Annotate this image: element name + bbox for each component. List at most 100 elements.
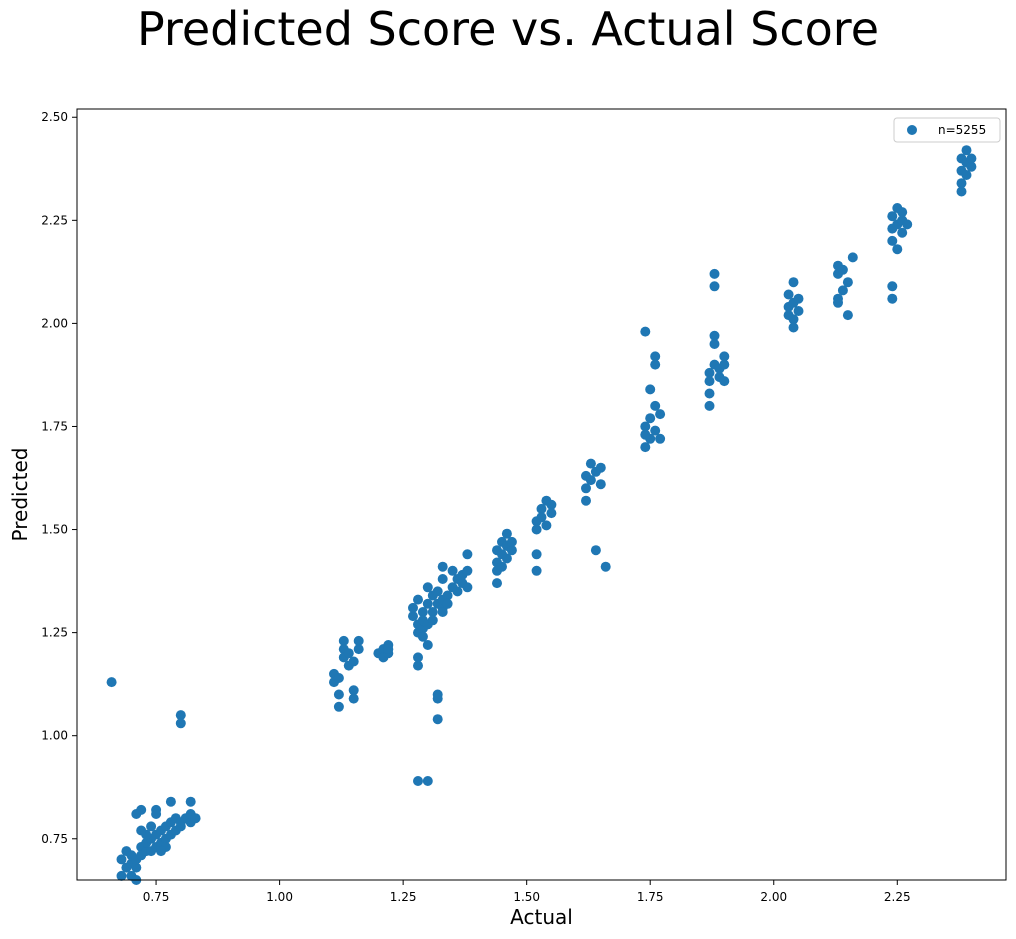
data-point — [704, 388, 715, 399]
data-point — [501, 553, 512, 564]
data-point — [793, 306, 804, 316]
data-point — [333, 673, 344, 683]
data-point — [531, 524, 542, 535]
chart-title: Predicted Score vs. Actual Score — [136, 2, 880, 56]
y-tick-label: 1.75 — [41, 419, 68, 433]
data-point — [793, 293, 804, 304]
data-point — [136, 825, 147, 836]
data-point — [462, 582, 473, 593]
data-point — [719, 359, 730, 370]
data-point — [437, 607, 448, 617]
data-point — [175, 710, 186, 721]
data-point — [650, 351, 661, 362]
data-point — [136, 804, 147, 815]
data-point — [650, 400, 661, 411]
data-point — [640, 442, 651, 453]
data-point — [719, 351, 730, 362]
data-point — [343, 648, 354, 659]
data-point — [709, 268, 720, 279]
legend: n=5255 — [893, 117, 1001, 143]
data-point — [655, 409, 666, 420]
data-point — [452, 586, 463, 597]
data-point — [887, 235, 898, 246]
data-point — [497, 561, 507, 572]
data-point — [333, 689, 344, 700]
data-point — [536, 503, 547, 514]
data-point — [447, 565, 458, 576]
data-point — [897, 207, 908, 218]
data-point — [650, 359, 661, 370]
data-point — [709, 339, 720, 349]
data-point — [506, 536, 517, 547]
data-point — [348, 693, 359, 704]
y-tick-label: 2.50 — [41, 110, 68, 124]
data-point — [442, 590, 453, 601]
data-point — [175, 718, 186, 729]
plot-frame — [76, 108, 1007, 881]
data-point — [506, 545, 517, 556]
data-point — [131, 862, 142, 873]
data-point — [704, 367, 715, 378]
data-point — [600, 561, 611, 572]
data-point — [427, 615, 438, 626]
data-point — [966, 161, 977, 172]
x-tick-label: 1.25 — [390, 890, 417, 904]
data-point — [595, 462, 606, 473]
data-point — [417, 607, 428, 617]
legend-marker — [907, 125, 917, 135]
data-point — [422, 582, 433, 593]
y-axis-label: Predicted — [8, 448, 32, 542]
data-point — [413, 594, 423, 605]
x-tick-label: 0.75 — [143, 890, 170, 904]
data-point — [709, 281, 720, 292]
data-point — [546, 499, 557, 510]
x-tick-label: 2.25 — [884, 890, 911, 904]
data-point — [462, 565, 473, 576]
data-point — [645, 413, 656, 424]
data-point — [462, 549, 473, 560]
data-point — [788, 314, 799, 325]
data-point — [902, 219, 913, 230]
data-point — [413, 652, 423, 663]
data-point — [546, 508, 557, 519]
data-point — [146, 821, 157, 832]
data-point — [788, 277, 799, 288]
legend-label: n=5255 — [938, 123, 986, 137]
data-point — [437, 574, 448, 584]
data-point — [151, 809, 162, 819]
data-point — [156, 846, 166, 857]
data-point — [165, 796, 176, 807]
data-point — [837, 264, 848, 275]
data-point — [417, 631, 428, 642]
data-point — [536, 512, 547, 523]
data-point — [442, 598, 453, 609]
data-point — [408, 602, 418, 613]
data-point — [837, 285, 848, 296]
x-tick-label: 1.75 — [637, 890, 664, 904]
data-point — [847, 252, 858, 263]
points-layer — [106, 145, 977, 885]
x-tick-label: 1.00 — [266, 890, 293, 904]
data-point — [585, 475, 596, 486]
ticks-layer: 0.75 1.00 1.25 1.50 1.75 2.00 2.25 0.75 1.00 1.25… — [41, 110, 910, 904]
y-tick-label: 0.75 — [41, 832, 68, 846]
data-point — [432, 714, 443, 725]
data-point — [783, 289, 794, 300]
data-point — [595, 479, 606, 490]
y-tick-label: 1.00 — [41, 729, 68, 743]
data-point — [887, 281, 898, 292]
data-point — [581, 483, 591, 494]
data-point — [704, 376, 715, 387]
data-point — [709, 330, 720, 341]
y-tick-label: 2.25 — [41, 213, 68, 227]
data-point — [956, 186, 967, 197]
data-point — [966, 153, 977, 164]
data-point — [413, 660, 423, 671]
data-point — [704, 400, 715, 411]
data-point — [650, 425, 661, 436]
data-point — [645, 384, 656, 395]
data-point — [353, 644, 364, 655]
x-tick-label: 1.50 — [513, 890, 540, 904]
data-point — [432, 586, 443, 597]
